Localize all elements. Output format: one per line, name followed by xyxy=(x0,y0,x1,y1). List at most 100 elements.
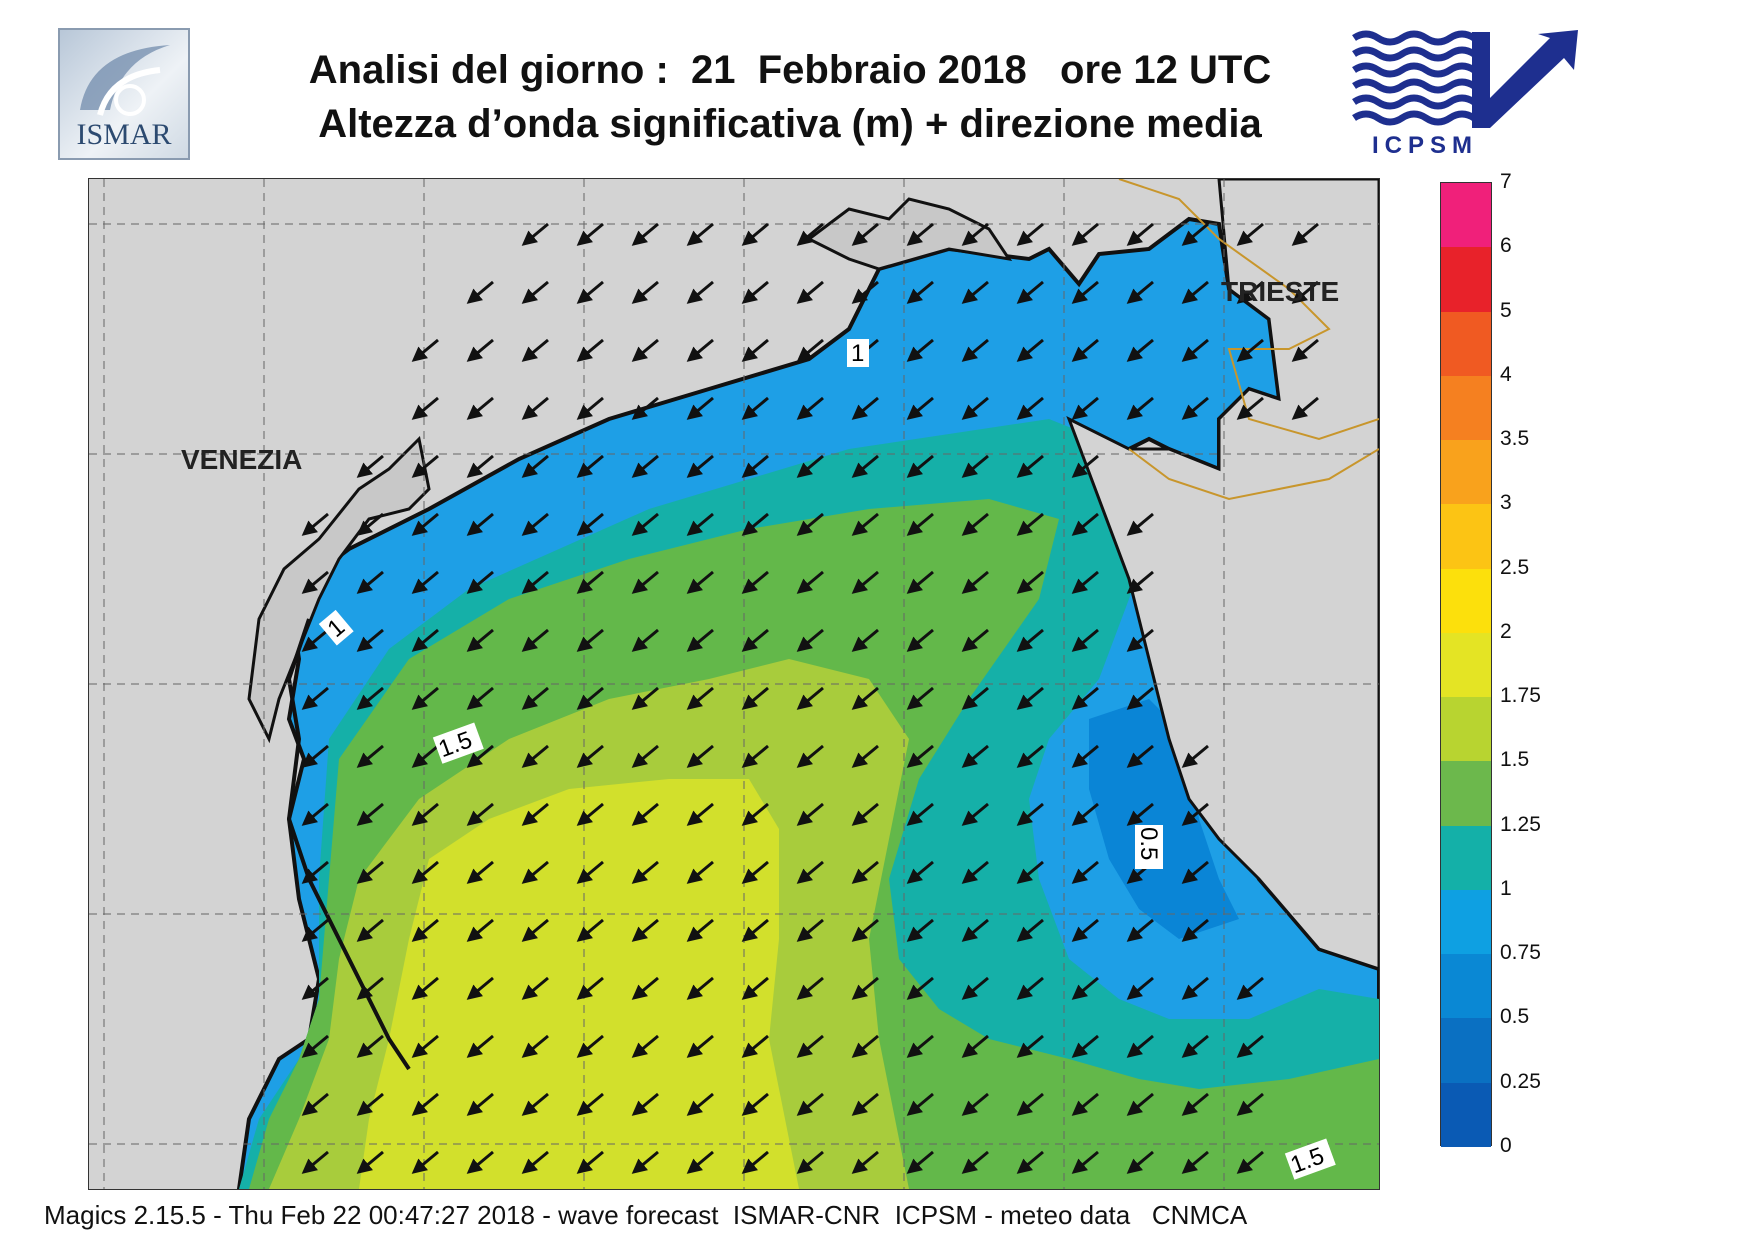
wave-arrow xyxy=(1016,280,1044,304)
wave-arrow xyxy=(961,338,989,362)
wave-arrow xyxy=(576,1092,604,1116)
wave-arrow xyxy=(356,570,384,594)
wave-arrow xyxy=(301,628,329,652)
wave-arrow xyxy=(796,686,824,710)
wave-arrow xyxy=(1236,280,1264,304)
wave-arrow xyxy=(741,744,769,768)
wave-arrow xyxy=(741,1150,769,1174)
wave-arrow xyxy=(1071,802,1099,826)
wave-arrow xyxy=(686,280,714,304)
wave-arrow xyxy=(356,454,384,478)
wave-arrow xyxy=(961,396,989,420)
wave-arrow xyxy=(521,744,549,768)
wave-arrow xyxy=(576,570,604,594)
colorbar-segment xyxy=(1441,697,1491,762)
wave-arrow xyxy=(301,918,329,942)
wave-arrow xyxy=(576,1034,604,1058)
wave-arrow xyxy=(1181,976,1209,1000)
wave-arrow xyxy=(466,802,494,826)
svg-text:1: 1 xyxy=(851,340,864,367)
wave-arrow xyxy=(466,338,494,362)
wave-arrow xyxy=(1071,222,1099,246)
wave-arrow xyxy=(686,744,714,768)
wave-arrow xyxy=(906,338,934,362)
wave-arrow xyxy=(1126,918,1154,942)
wave-arrow xyxy=(631,570,659,594)
wave-arrow xyxy=(686,1034,714,1058)
wave-arrow xyxy=(466,918,494,942)
wave-arrow xyxy=(851,976,879,1000)
city-label-trieste: TRIESTE xyxy=(1221,276,1339,307)
wave-arrow xyxy=(961,222,989,246)
wave-arrow xyxy=(961,744,989,768)
wave-arrow xyxy=(686,396,714,420)
wave-arrow xyxy=(1126,222,1154,246)
wave-arrow xyxy=(1071,976,1099,1000)
wave-arrow xyxy=(741,1092,769,1116)
wave-arrow xyxy=(411,396,439,420)
wave-arrow xyxy=(961,1150,989,1174)
wave-arrow xyxy=(1126,1150,1154,1174)
icpsm-logo: ICPSM xyxy=(1350,28,1590,160)
wave-height-map[interactable]: VENEZIA TRIESTE 1 1 1.5 0.5 1.5 xyxy=(88,178,1380,1190)
border-line xyxy=(1118,179,1379,501)
wave-arrow xyxy=(301,512,329,536)
wave-arrow xyxy=(796,1092,824,1116)
wave-arrow xyxy=(796,1150,824,1174)
wave-arrow xyxy=(576,802,604,826)
contour-label: 0.5 xyxy=(1135,825,1163,869)
wave-arrow xyxy=(576,918,604,942)
wave-arrow xyxy=(1016,686,1044,710)
wave-direction-arrows xyxy=(301,222,1319,1174)
wave-arrow xyxy=(631,686,659,710)
wave-arrow xyxy=(1291,338,1319,362)
wave-arrow xyxy=(301,570,329,594)
wave-arrow xyxy=(906,628,934,652)
colorbar-tick-label: 2.5 xyxy=(1500,555,1530,579)
map-canvas: VENEZIA TRIESTE 1 1 1.5 0.5 1.5 xyxy=(89,179,1379,1189)
wave-arrow xyxy=(1291,396,1319,420)
wave-arrow xyxy=(1071,628,1099,652)
wave-arrow xyxy=(1126,338,1154,362)
wave-arrow xyxy=(796,512,824,536)
wave-arrow xyxy=(961,280,989,304)
wave-arrow xyxy=(686,860,714,884)
wave-arrow xyxy=(411,454,439,478)
wave-arrow xyxy=(411,338,439,362)
wave-arrow xyxy=(906,1034,934,1058)
wave-arrow xyxy=(631,512,659,536)
wave-arrow xyxy=(1126,280,1154,304)
wave-arrow xyxy=(1071,1092,1099,1116)
wave-arrow xyxy=(906,570,934,594)
land-venice-lagoon xyxy=(247,435,431,744)
wave-arrow xyxy=(411,860,439,884)
wave-arrow xyxy=(356,686,384,710)
wave-arrow xyxy=(686,686,714,710)
wave-arrow xyxy=(796,628,824,652)
wave-arrow xyxy=(741,1034,769,1058)
wave-arrow xyxy=(576,454,604,478)
wave-arrow xyxy=(961,1092,989,1116)
wave-arrow xyxy=(576,744,604,768)
wave-arrow xyxy=(1181,1092,1209,1116)
wave-arrow xyxy=(521,1034,549,1058)
wave-arrow xyxy=(1071,280,1099,304)
wave-arrow xyxy=(576,1150,604,1174)
wave-arrow xyxy=(1016,222,1044,246)
wave-arrow xyxy=(851,396,879,420)
wave-arrow xyxy=(466,628,494,652)
wave-arrow xyxy=(356,918,384,942)
wave-arrow xyxy=(906,976,934,1000)
wave-arrow xyxy=(906,396,934,420)
colorbar-tick-label: 0.5 xyxy=(1500,1005,1530,1029)
wave-arrow xyxy=(1236,1150,1264,1174)
colorbar-segment xyxy=(1441,1082,1491,1148)
wave-arrow xyxy=(631,1150,659,1174)
wave-arrow xyxy=(686,918,714,942)
wave-arrow xyxy=(576,686,604,710)
wave-arrow xyxy=(576,976,604,1000)
wave-arrow xyxy=(961,1034,989,1058)
wave-arrow xyxy=(631,628,659,652)
wave-arrow xyxy=(521,396,549,420)
wave-arrow xyxy=(631,338,659,362)
